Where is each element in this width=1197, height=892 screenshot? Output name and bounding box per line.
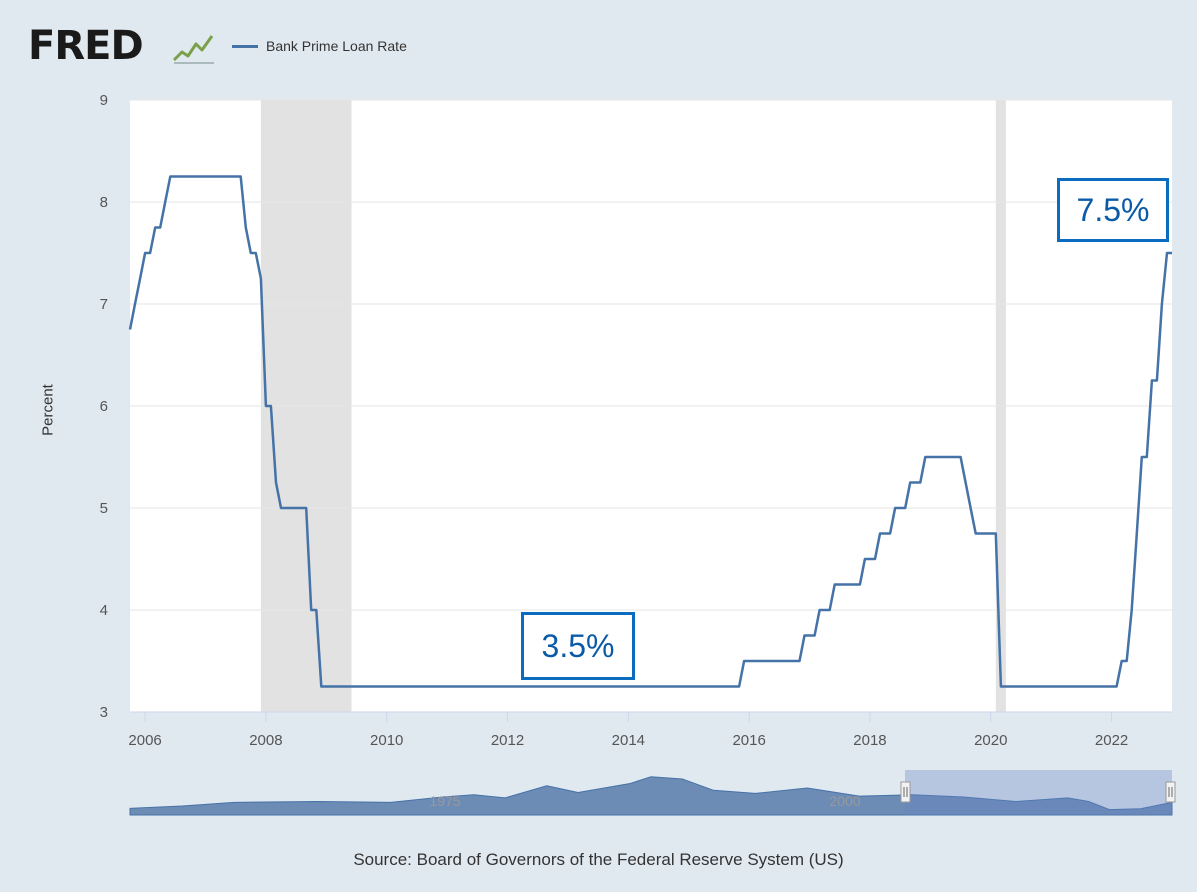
y-tick-label: 3	[100, 704, 108, 721]
x-tick-label: 2018	[853, 732, 886, 749]
y-axis-label: Percent	[39, 384, 57, 436]
x-tick-label: 2006	[128, 732, 161, 749]
y-tick-label: 5	[100, 500, 108, 517]
x-tick-label: 2008	[249, 732, 282, 749]
y-tick-label: 9	[100, 92, 108, 109]
navigator-handle	[900, 781, 911, 803]
navigator-handle	[1165, 781, 1176, 803]
x-tick-label: 2020	[974, 732, 1007, 749]
y-tick-label: 7	[100, 296, 108, 313]
fred-trend-graph-icon	[172, 35, 214, 64]
x-tick-label: 2012	[491, 732, 524, 749]
y-tick-label: 8	[100, 194, 108, 211]
navigator-series	[129, 776, 1173, 816]
navigator-label: 1975	[429, 793, 460, 809]
callout-high-rate: 7.5%	[1057, 178, 1169, 242]
legend-swatch	[232, 44, 258, 48]
y-tick-label: 6	[100, 398, 108, 415]
navigator-label: 2000	[829, 793, 860, 809]
legend-label: Bank Prime Loan Rate	[266, 38, 407, 54]
navigator-selection	[905, 770, 1172, 815]
x-tick-label: 2014	[612, 732, 645, 749]
y-tick-label: 4	[100, 602, 108, 619]
legend[interactable]: Bank Prime Loan Rate	[232, 36, 407, 56]
x-tick-label: 2010	[370, 732, 403, 749]
fred-logo[interactable]: FRED	[28, 23, 144, 69]
series-line	[128, 175, 1172, 688]
callout-low-rate: 3.5%	[521, 612, 635, 680]
x-tick-label: 2022	[1095, 732, 1128, 749]
x-tick-label: 2016	[732, 732, 765, 749]
source-note: Source: Board of Governors of the Federa…	[353, 850, 844, 869]
